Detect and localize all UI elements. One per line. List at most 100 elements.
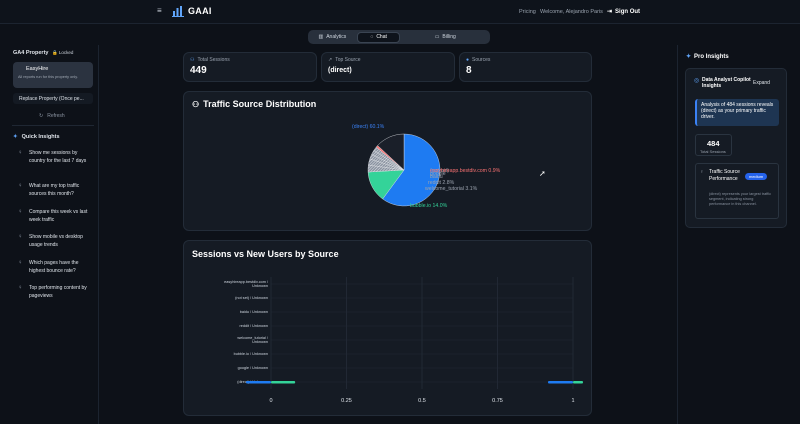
pro-insights-title: ✦ Pro Insights xyxy=(686,53,729,61)
right-panel xyxy=(677,45,800,424)
insight-title: Traffic Source Performance xyxy=(709,169,740,182)
dot-icon: ● xyxy=(466,57,470,63)
lightbulb-icon: ♀ xyxy=(18,260,23,266)
stat-label: Total Sessions xyxy=(197,57,230,63)
lightbulb-icon: ♀ xyxy=(18,209,23,215)
sign-out-label: Sign Out xyxy=(615,8,641,15)
x-tick-label: 0 xyxy=(269,398,272,404)
y-category-label: easyhireapp.bestdiv.com / xyxy=(224,280,269,284)
main-tabs: ▥ Analytics ◌ Chat ▭ Billing xyxy=(308,30,490,44)
bar xyxy=(246,381,271,384)
x-tick-label: 1 xyxy=(571,398,574,404)
stat-card-top-source: ↗ Top Source (direct) xyxy=(321,52,455,82)
pro-insights-label: Pro Insights xyxy=(694,53,729,60)
quick-insight-item[interactable]: ♀ Compare this week vs last week traffic xyxy=(18,209,90,224)
menu-icon[interactable]: ≡ xyxy=(157,6,162,15)
lightbulb-icon: ♀ xyxy=(18,234,23,240)
refresh-icon: ↻ xyxy=(39,113,44,119)
stat-label: Sources xyxy=(472,57,491,63)
stat-label: Top Source xyxy=(335,57,361,63)
locked-badge: 🔒 Locked xyxy=(52,50,73,56)
lightbulb-icon: ♀ xyxy=(18,183,23,189)
pricing-link[interactable]: Pricing xyxy=(519,9,536,15)
sessions-vs-users-card: Sessions vs New Users by Source 0 0.25 0.5… xyxy=(183,240,592,416)
property-name: EasyHire xyxy=(26,66,49,72)
copilot-card: ◎ Data Analyst Copilot Insights Expand A… xyxy=(685,68,787,228)
card-title: Sessions vs New Users by Source xyxy=(192,249,339,259)
replace-property-button[interactable]: Replace Property (Once pe... xyxy=(13,93,93,104)
quick-insight-text: Show mobile vs desktop usage trends xyxy=(29,234,83,248)
quick-insight-item[interactable]: ♀ Show mobile vs desktop usage trends xyxy=(18,234,90,249)
y-category-label: welcome_tutorial / xyxy=(237,336,269,340)
card-title: Traffic Source Distribution xyxy=(203,99,317,109)
pie-slice xyxy=(382,133,441,207)
y-category-label: bubble.io / Unknown xyxy=(234,352,268,356)
pie-slice-label: baidu xyxy=(430,174,443,180)
users-icon: ⚇ xyxy=(190,57,195,63)
pie-slice-label: (not set) xyxy=(430,168,449,174)
bar xyxy=(573,381,583,384)
logo-icon xyxy=(172,6,184,17)
y-category-label: baidu / Unknown xyxy=(240,310,268,314)
y-category-label: Unknown xyxy=(252,340,268,344)
x-tick-label: 0.5 xyxy=(418,398,426,404)
credit-card-icon: ▭ xyxy=(434,34,440,40)
welcome-text: Welcome, Alejandro Paris xyxy=(540,9,603,15)
tab-billing[interactable]: ▭ Billing xyxy=(402,32,488,43)
pie-chart: (direct) 60.1% bubble.io 14.0% welcome_tut… xyxy=(352,124,501,209)
brand-name: GAAI xyxy=(188,6,212,16)
pie-slice-label: google xyxy=(430,171,446,177)
quick-insight-item[interactable]: ♀ What are my top traffic sources this mo… xyxy=(18,183,90,198)
quick-insights-title: ✦ Quick Insights xyxy=(13,134,60,140)
lightbulb-icon: ♀ xyxy=(18,150,23,156)
locked-label: Locked xyxy=(58,50,74,55)
users-icon: ⚇ xyxy=(192,99,200,109)
tab-chat-label: Chat xyxy=(376,34,387,40)
traffic-source-card: ⚇ Traffic Source Distribution (direct) 60… xyxy=(183,91,592,231)
refresh-button[interactable]: ↻ Refresh xyxy=(39,113,65,119)
top-bar: ≡ GAAI Pricing Welcome, Alejandro Paris … xyxy=(0,0,800,24)
property-note: All reports run for this property only. xyxy=(18,75,78,79)
sign-out-icon: ⇥ xyxy=(607,9,613,15)
total-sessions-label: Total Sessions xyxy=(700,149,726,154)
y-category-label: reddit / Unknown xyxy=(240,324,269,328)
copilot-title: Data Analyst Copilot Insights xyxy=(702,77,751,89)
total-sessions-value: 484 xyxy=(707,139,720,148)
y-category-label: Unknown xyxy=(252,284,268,288)
lock-icon: 🔒 xyxy=(52,50,58,55)
sparkle-icon: ✦ xyxy=(686,54,692,60)
mouse-cursor-icon: ➚ xyxy=(539,169,546,178)
sidebar-divider xyxy=(12,125,94,126)
quick-insights-label: Quick Insights xyxy=(21,134,60,140)
sign-out-button[interactable]: ⇥ Sign Out xyxy=(607,8,641,16)
lightbulb-icon: ♀ xyxy=(18,285,23,291)
stat-card-sources: ● Sources 8 xyxy=(459,52,592,82)
tab-analytics[interactable]: ▥ Analytics xyxy=(310,32,355,43)
chat-bubble-icon: ◌ xyxy=(370,34,374,40)
bar xyxy=(271,381,296,384)
quick-insight-item[interactable]: ♀ Which pages have the highest bounce rat… xyxy=(18,260,90,275)
quick-insight-item[interactable]: ♀ Top performing content by pageviews xyxy=(18,285,90,300)
tab-chat[interactable]: ◌ Chat xyxy=(356,31,401,43)
analysis-callout: Analysis of 484 sessions reveals (direct… xyxy=(695,99,779,126)
trend-icon: ↗ xyxy=(328,57,333,63)
insight-card: ♀ Traffic Source Performance medium (dir… xyxy=(695,163,779,219)
lightbulb-icon: ♀ xyxy=(700,169,704,175)
y-category-label: google / Unknown xyxy=(238,366,268,370)
tab-analytics-label: Analytics xyxy=(326,34,347,40)
bar xyxy=(548,381,573,384)
quick-insight-text: What are my top traffic sources this mon… xyxy=(29,183,80,197)
total-sessions-box: 484 Total Sessions xyxy=(695,134,732,156)
stat-card-total-sessions: ⚇ Total Sessions 449 xyxy=(183,52,317,82)
pie-slice-label: welcome_tutorial 3.1% xyxy=(425,186,478,192)
expand-button[interactable]: Expand xyxy=(753,80,770,86)
quick-insight-item[interactable]: ♀ Show me sessions by country for the las… xyxy=(18,150,90,165)
stat-value: 8 xyxy=(466,65,472,76)
stat-value: (direct) xyxy=(328,67,352,74)
quick-insight-text: Which pages have the highest bounce rate… xyxy=(29,260,79,274)
tab-billing-label: Billing xyxy=(442,34,456,40)
x-tick-label: 0.75 xyxy=(492,398,503,404)
pie-slice-label: reddit 2.8% xyxy=(428,180,455,186)
brain-icon: ◎ xyxy=(694,78,700,84)
